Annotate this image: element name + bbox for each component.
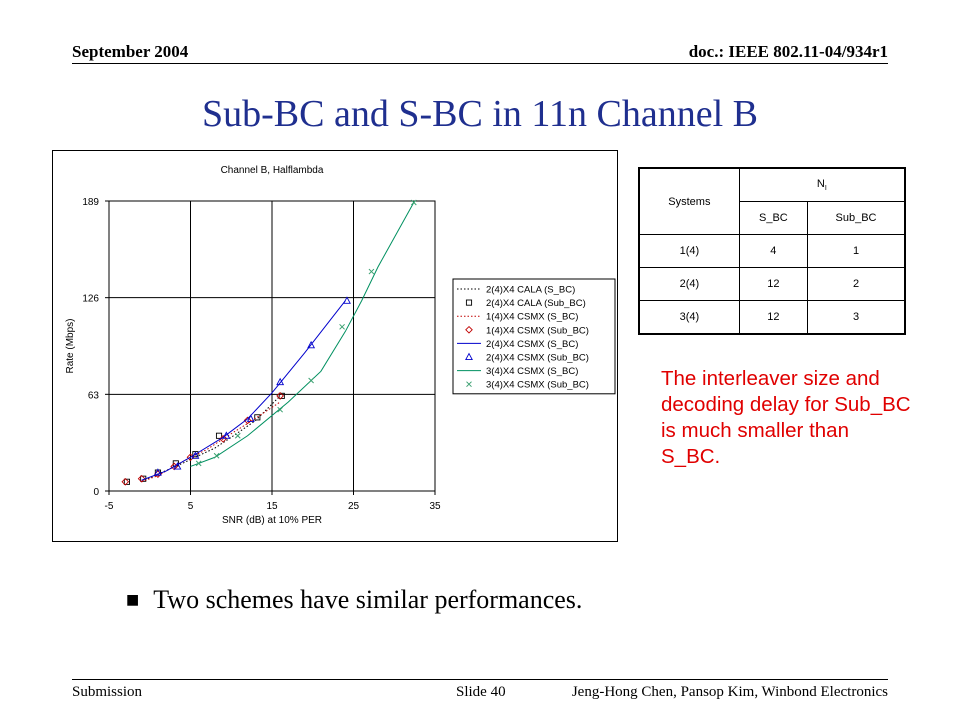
series-line [190, 200, 416, 467]
y-tick-label: 126 [82, 294, 99, 305]
x-axis-label: SNR (dB) at 10% PER [222, 515, 322, 526]
data-point [191, 451, 200, 459]
legend-box [452, 278, 616, 395]
footer-slide-number: Slide 40 [456, 684, 506, 700]
table-cell-system: 2(4) [638, 267, 740, 301]
slide-title: Sub-BC and S-BC in 11n Channel B [202, 93, 758, 135]
x-tick-label: 35 [429, 501, 441, 512]
data-point [121, 477, 130, 486]
chart-frame: Channel B, Halflambda -5 5 15 25 35 0 63 126 189 S… [52, 150, 618, 542]
series-7 [190, 200, 416, 467]
series-line [141, 300, 346, 481]
data-point [215, 432, 223, 439]
data-point [276, 377, 285, 386]
table-subheader-sub-bc: Sub_BC [807, 201, 906, 235]
table-row: 2(4) 12 2 [638, 267, 906, 301]
table-header-ni: NI [738, 167, 906, 202]
series-4 [121, 392, 284, 486]
table-cell-s-bc: 12 [738, 267, 809, 301]
legend-label: 2(4)X4 CALA (Sub_BC) [486, 298, 586, 309]
table-row: 3(4) 12 3 [638, 300, 906, 335]
data-point [276, 392, 284, 400]
series-line [141, 401, 281, 483]
data-point [246, 414, 255, 422]
legend-marker [466, 381, 472, 388]
x-tick-label: -5 [105, 501, 114, 512]
data-point [219, 434, 227, 443]
table-cell-system: 1(4) [638, 234, 740, 268]
bullet-text: Two schemes have similar performances. [153, 585, 583, 614]
x-tick-label: 15 [266, 501, 278, 512]
x-tick-label: 5 [188, 501, 194, 512]
table-row: 1(4) 4 1 [638, 234, 906, 268]
series-3 [141, 401, 281, 483]
data-point [339, 323, 345, 330]
data-point [123, 478, 130, 485]
legend-marker [465, 352, 473, 361]
data-point [243, 416, 252, 425]
data-point [410, 199, 417, 206]
ni-subscript: I [824, 185, 827, 193]
data-point [368, 268, 375, 275]
square-bullet-icon: ■ [126, 592, 140, 608]
y-tick-label: 189 [82, 197, 99, 208]
data-point [307, 340, 316, 349]
data-point [213, 452, 220, 459]
legend-marker [465, 299, 473, 306]
y-tick-label: 0 [93, 487, 99, 498]
legend-label: 2(4)X4 CSMX (S_BC) [486, 339, 578, 350]
table-cell-system: 3(4) [638, 300, 740, 335]
y-tick-label: 63 [88, 390, 100, 401]
legend: 2(4)X4 CALA (S_BC) 2(4)X4 CALA (Sub_BC) 1(… [452, 278, 616, 395]
table-cell-s-bc: 4 [738, 234, 809, 268]
ni-table: Systems NI S_BC Sub_BC 1(4) 4 1 2(4) 12 … [638, 167, 906, 335]
footer-authors: Jeng-Hong Chen, Pansop Kim, Winbond Elec… [571, 684, 888, 700]
data-point [234, 432, 241, 439]
table-cell-s-bc: 12 [738, 300, 809, 335]
series-line [141, 395, 281, 483]
legend-label: 3(4)X4 CSMX (Sub_BC) [486, 380, 589, 391]
data-point [343, 296, 351, 304]
legend-marker [465, 325, 473, 334]
bullet-item: ■ Two schemes have similar performances. [126, 585, 582, 615]
series-1 [141, 395, 281, 483]
header-rule [72, 63, 888, 64]
x-tick-label: 25 [348, 501, 360, 512]
legend-label: 1(4)X4 CSMX (Sub_BC) [486, 325, 589, 336]
data-point [173, 462, 182, 470]
header-date: September 2004 [72, 42, 189, 61]
chart: Channel B, Halflambda -5 5 15 25 35 0 63 126 189 S… [65, 165, 616, 526]
data-point [277, 406, 284, 413]
legend-label: 3(4)X4 CSMX (S_BC) [486, 366, 578, 377]
data-point [195, 460, 202, 467]
series-5 [141, 300, 346, 481]
data-point [254, 414, 261, 421]
table-cell-sub-bc: 3 [807, 300, 906, 335]
data-point [222, 431, 231, 439]
table-cell-sub-bc: 1 [807, 234, 906, 268]
data-point [137, 474, 146, 483]
header-doc-id: doc.: IEEE 802.11-04/934r1 [688, 42, 888, 61]
legend-label: 2(4)X4 CSMX (Sub_BC) [486, 353, 589, 364]
table-header-systems: Systems [638, 167, 740, 235]
footer-submission: Submission [72, 684, 143, 700]
footer-rule [72, 679, 888, 680]
legend-label: 2(4)X4 CALA (S_BC) [486, 285, 575, 296]
table-cell-sub-bc: 2 [807, 267, 906, 301]
legend-label: 1(4)X4 CSMX (S_BC) [486, 312, 578, 323]
series-6 [153, 296, 351, 476]
table-subheader-s-bc: S_BC [738, 201, 809, 235]
data-point [308, 377, 314, 384]
ni-symbol: N [816, 177, 825, 190]
data-point [153, 468, 162, 476]
interleaver-note: The interleaver size and decoding delay … [661, 367, 911, 468]
chart-title: Channel B, Halflambda [221, 165, 324, 176]
y-axis-label: Rate (Mbps) [65, 318, 76, 373]
data-point [278, 392, 285, 399]
series-8 [195, 199, 417, 467]
series-2 [123, 392, 285, 485]
